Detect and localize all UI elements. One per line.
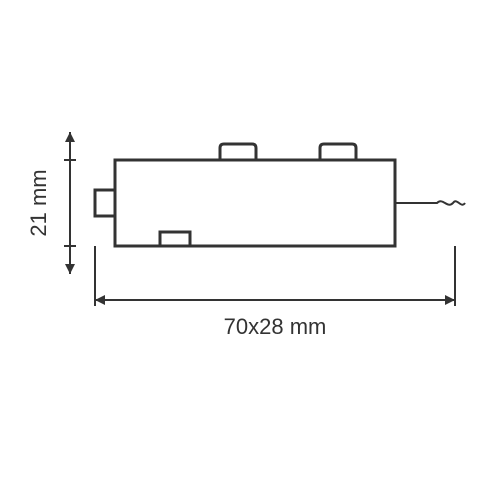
- dim-v-label: 21 mm: [26, 169, 51, 236]
- canvas-bg: [0, 0, 500, 500]
- dim-h-label: 70x28 mm: [224, 314, 327, 339]
